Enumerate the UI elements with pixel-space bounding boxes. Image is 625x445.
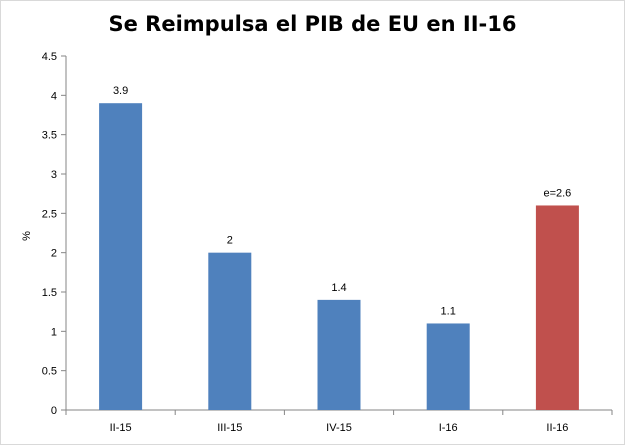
labels: 0 0.5 1 1.5 2 2.5 3 3.5 4 4.5% 3.9 II-15 2 III-15 1.4 I…: [21, 51, 571, 434]
x-tick-label: II-16: [546, 422, 568, 434]
y-tick-label: 2.5: [42, 208, 57, 220]
bar-iii-15: [208, 252, 252, 410]
data-label: 1.1: [441, 305, 456, 317]
y-tick-label: 3.5: [42, 130, 57, 142]
y-tick-label: 1: [51, 326, 57, 338]
y-tick-label: 2: [51, 248, 57, 260]
data-label: e=2.6: [543, 187, 571, 199]
x-tick-label: III-15: [217, 422, 242, 434]
x-tick-label: IV-15: [326, 422, 352, 434]
bar-ii-16: [535, 205, 579, 410]
y-tick-label: 0.5: [42, 366, 57, 378]
bars: [99, 103, 579, 410]
y-tick-label: 1.5: [42, 287, 57, 299]
y-tick-label: 3: [51, 169, 57, 181]
y-tick-label: 4.5: [42, 51, 57, 63]
x-tick-label: II-15: [110, 422, 132, 434]
y-tick-label: 4: [51, 90, 57, 102]
y-axis-title: %: [21, 231, 33, 241]
data-label: 3.9: [113, 85, 128, 97]
bar-ii-15: [99, 103, 143, 410]
data-label: 1.4: [331, 282, 346, 294]
bar-iv-15: [317, 299, 361, 410]
data-label: 2: [227, 235, 233, 247]
chart-title: Se Reimpulsa el PIB de EU en II-16: [108, 12, 517, 36]
y-tick-label: 0: [51, 405, 57, 417]
bar-i-16: [426, 323, 470, 410]
x-tick-label: I-16: [439, 422, 458, 434]
